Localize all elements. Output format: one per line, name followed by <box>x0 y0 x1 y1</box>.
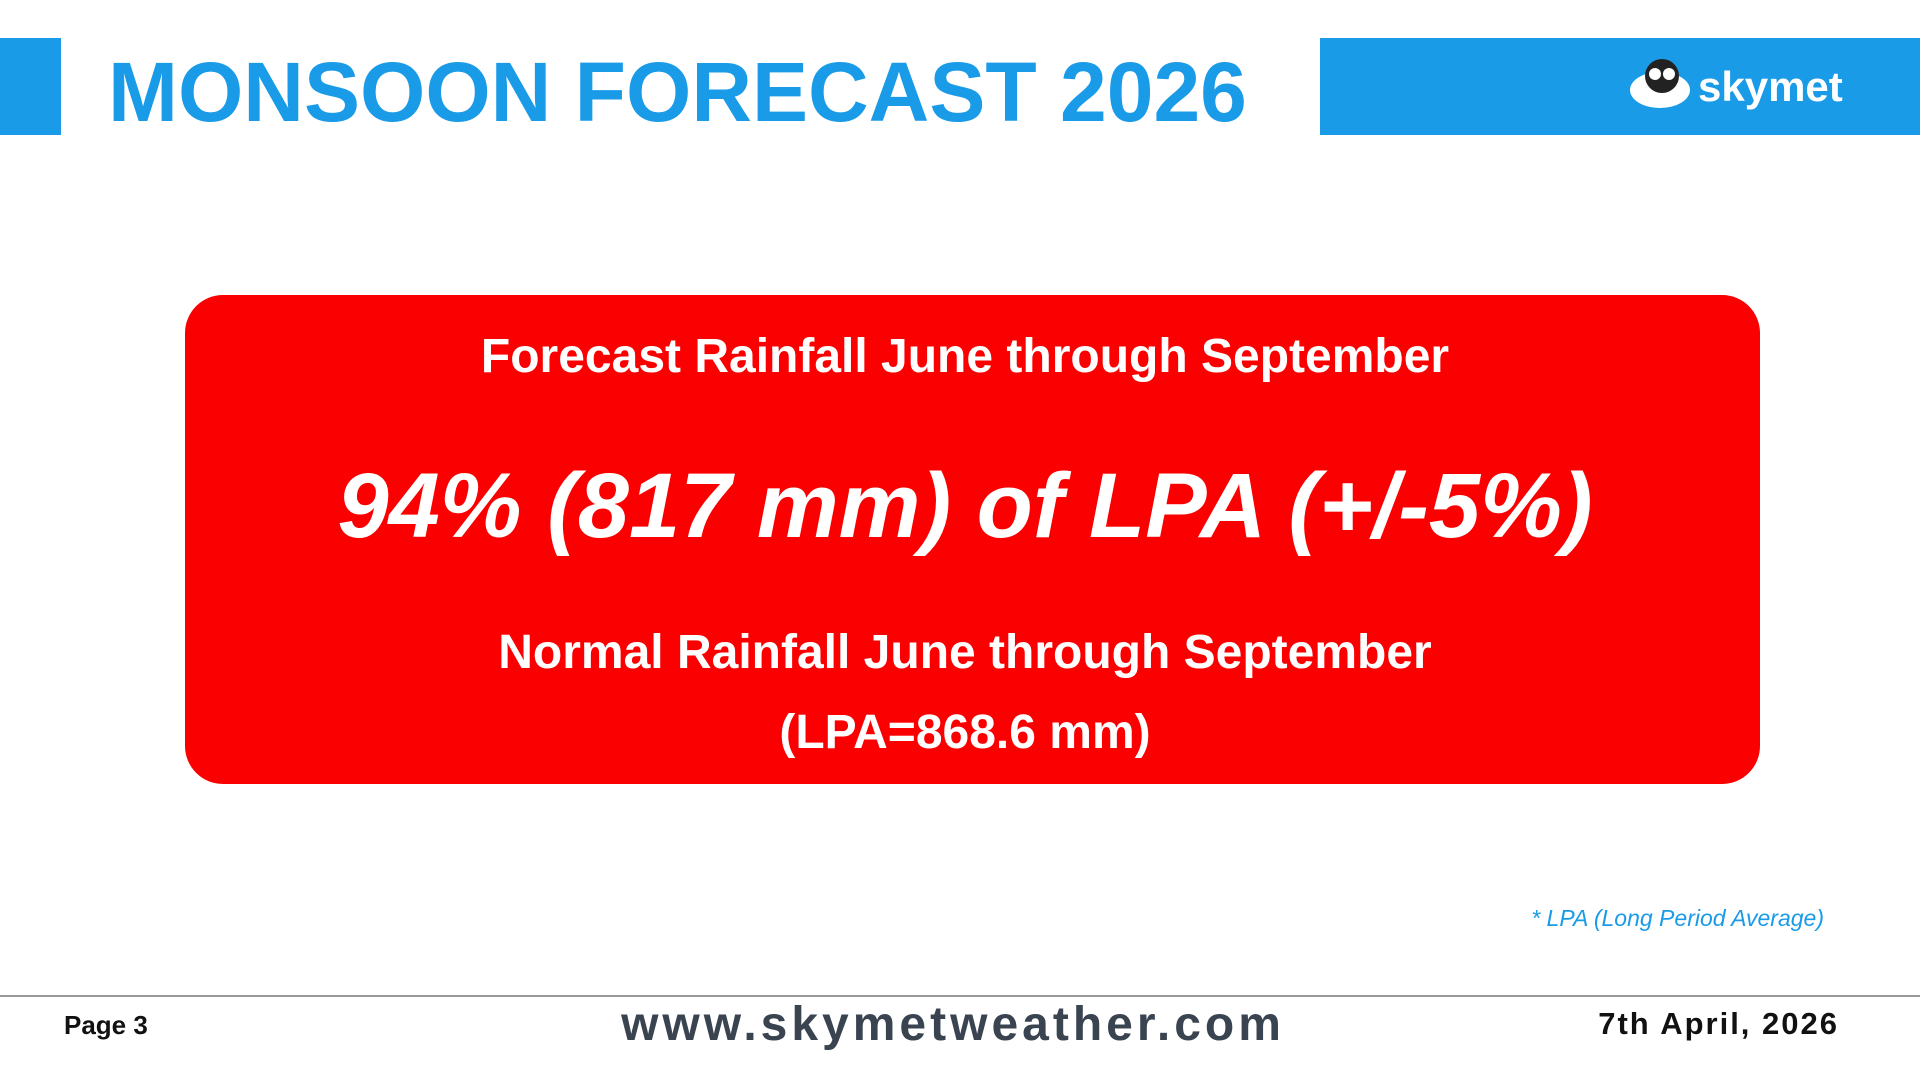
normal-heading: Normal Rainfall June through September <box>498 626 1431 679</box>
header-bar <box>1320 38 1920 135</box>
website: www.skymetweather.com <box>620 998 1285 1051</box>
forecast-box <box>185 295 1760 784</box>
logo-owl <box>1645 59 1679 93</box>
title: MONSOON FORECAST 2026 <box>108 45 1247 139</box>
footnote: * LPA (Long Period Average) <box>1531 905 1824 931</box>
box-heading: Forecast Rainfall June through September <box>481 330 1449 383</box>
lpa-value: (LPA=868.6 mm) <box>779 706 1150 759</box>
date: 7th April, 2026 <box>1598 1006 1839 1041</box>
page-number: Page 3 <box>64 1010 148 1040</box>
logo-eye <box>1649 68 1661 80</box>
logo-text: skymet <box>1698 63 1843 110</box>
left-accent <box>0 38 61 135</box>
forecast-value: 94% (817 mm) of LPA (+/-5%) <box>337 455 1592 557</box>
logo-icon <box>1630 59 1690 108</box>
logo-eye <box>1663 68 1675 80</box>
